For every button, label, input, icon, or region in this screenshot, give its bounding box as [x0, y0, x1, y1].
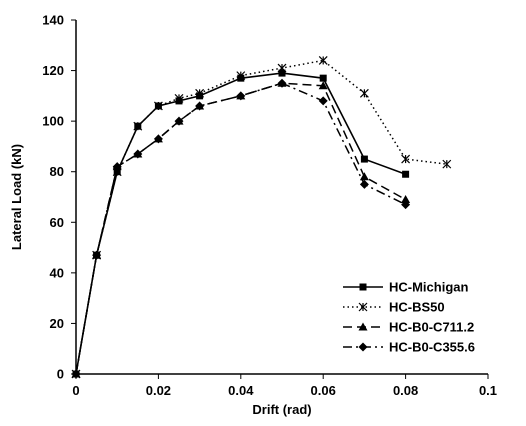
x-tick-label: 0.1	[479, 383, 497, 398]
y-axis-title: Lateral Load (kN)	[9, 144, 24, 250]
legend-label-3: HC-B0-C711.2	[389, 320, 474, 335]
data-point-2	[359, 88, 369, 98]
legend-entry-1: HC-Michigan	[343, 280, 469, 295]
y-tick-label: 100	[42, 114, 64, 129]
data-point-4	[174, 116, 184, 126]
data-point-2	[133, 121, 143, 131]
legend-entry-3: HC-B0-C711.2	[343, 320, 474, 335]
y-tick-label: 80	[50, 164, 64, 179]
y-tick-label: 20	[50, 316, 64, 331]
data-point-2	[236, 71, 246, 81]
legend-entry-2: HC-BS50	[343, 300, 445, 315]
data-point-4	[277, 78, 287, 88]
data-point-2	[153, 101, 163, 111]
data-point-3	[318, 81, 328, 90]
data-point-4	[318, 96, 328, 106]
x-tick-label: 0	[72, 383, 79, 398]
y-tick-label: 0	[57, 367, 64, 382]
data-point-4	[359, 179, 369, 189]
data-point-1	[359, 283, 367, 291]
data-point-1	[278, 69, 286, 77]
x-tick-label: 0.04	[228, 383, 254, 398]
x-tick-label: 0.08	[393, 383, 418, 398]
data-point-2	[401, 154, 411, 164]
data-point-2	[358, 302, 368, 312]
y-tick-label: 40	[50, 265, 64, 280]
data-point-3	[401, 195, 411, 204]
data-point-3	[358, 322, 368, 331]
x-tick-label: 0.02	[146, 383, 171, 398]
data-point-3	[359, 172, 369, 181]
data-point-2	[318, 56, 328, 65]
data-point-4	[92, 250, 102, 260]
data-point-1	[402, 170, 410, 178]
series-3	[71, 78, 411, 378]
x-tick-label: 0.06	[311, 383, 336, 398]
data-point-4	[112, 162, 122, 172]
legend-label-1: HC-Michigan	[389, 280, 469, 295]
axes	[75, 20, 488, 375]
series-4	[71, 78, 411, 379]
legend-entry-4: HC-B0-C355.6	[343, 340, 475, 355]
data-point-4	[401, 200, 411, 210]
y-tick-label: 120	[42, 63, 64, 78]
y-tick-label: 60	[50, 215, 64, 230]
tick-group: 0 0.02 0.04 0.06 0.08 0.1 0 20 40 60 80 100 120 140	[42, 13, 497, 399]
y-tick-label: 140	[42, 13, 64, 28]
series-layer	[71, 56, 452, 379]
data-point-4	[153, 134, 163, 144]
data-point-1	[319, 74, 327, 82]
series-line-1	[75, 72, 406, 375]
data-point-4	[236, 91, 246, 101]
legend-label-2: HC-BS50	[389, 300, 445, 315]
data-point-4	[358, 342, 368, 352]
data-point-1	[360, 155, 368, 163]
legend-label-4: HC-B0-C355.6	[389, 340, 475, 355]
series-1	[72, 69, 410, 378]
data-point-2	[277, 63, 287, 73]
data-point-4	[195, 101, 205, 111]
data-point-2	[195, 88, 205, 98]
series-line-3	[75, 82, 406, 375]
data-point-2	[174, 93, 184, 103]
legend: HC-Michigan HC-BS50 HC-B0-C711.2 HC-B0-C355…	[343, 280, 475, 355]
x-axis-title: Drift (rad)	[252, 402, 311, 417]
data-point-4	[71, 369, 81, 379]
data-point-4	[133, 149, 143, 159]
series-line-4	[75, 82, 406, 375]
data-point-2	[442, 159, 452, 169]
